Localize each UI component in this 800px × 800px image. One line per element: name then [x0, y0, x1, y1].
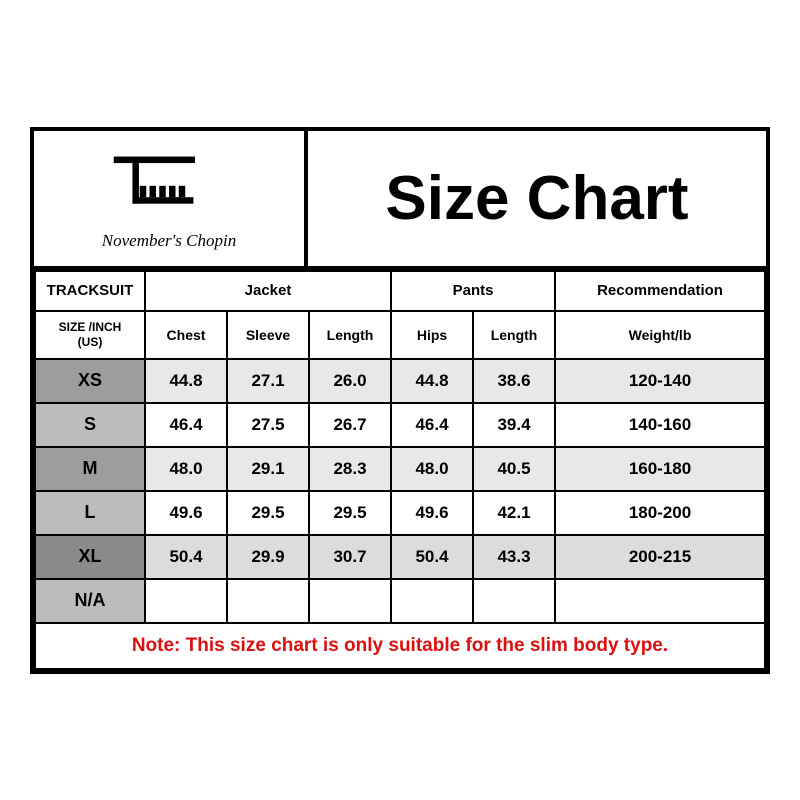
weight-cell: 180-200 [555, 491, 765, 535]
note-row: Note: This size chart is only suitable f… [35, 623, 765, 669]
table-row: XS44.827.126.044.838.6120-140 [35, 359, 765, 403]
chart-title: Size Chart [308, 131, 766, 266]
jacket-length-cell: 29.5 [309, 491, 391, 535]
table-row: S46.427.526.746.439.4140-160 [35, 403, 765, 447]
hips-cell [391, 579, 473, 623]
sleeve-cell [227, 579, 309, 623]
size-cell: L [35, 491, 145, 535]
weight-cell: 140-160 [555, 403, 765, 447]
size-table: TRACKSUIT Jacket Pants Recommendation SI… [34, 270, 766, 670]
pants-length-cell: 42.1 [473, 491, 555, 535]
jacket-length-cell: 28.3 [309, 447, 391, 491]
header-row: November's Chopin Size Chart [34, 131, 766, 270]
brand-name: November's Chopin [102, 231, 236, 251]
sleeve-cell: 29.1 [227, 447, 309, 491]
sleeve-header: Sleeve [227, 311, 309, 359]
hips-cell: 44.8 [391, 359, 473, 403]
column-header-row: SIZE /INCH (US) Chest Sleeve Length Hips… [35, 311, 765, 359]
hips-cell: 48.0 [391, 447, 473, 491]
jacket-group-header: Jacket [145, 271, 391, 311]
table-row: M48.029.128.348.040.5160-180 [35, 447, 765, 491]
sleeve-cell: 29.9 [227, 535, 309, 579]
hips-cell: 46.4 [391, 403, 473, 447]
pants-length-cell: 40.5 [473, 447, 555, 491]
size-cell: S [35, 403, 145, 447]
weight-cell: 200-215 [555, 535, 765, 579]
jacket-length-cell: 26.0 [309, 359, 391, 403]
section-header-row: TRACKSUIT Jacket Pants Recommendation [35, 271, 765, 311]
jacket-length-cell: 30.7 [309, 535, 391, 579]
sleeve-cell: 29.5 [227, 491, 309, 535]
note-text: Note: This size chart is only suitable f… [35, 623, 765, 669]
weight-cell: 160-180 [555, 447, 765, 491]
size-header: SIZE /INCH (US) [35, 311, 145, 359]
size-cell: XS [35, 359, 145, 403]
chest-cell: 50.4 [145, 535, 227, 579]
jacket-length-header: Length [309, 311, 391, 359]
pants-length-cell: 43.3 [473, 535, 555, 579]
pants-length-header: Length [473, 311, 555, 359]
pants-length-cell [473, 579, 555, 623]
recommendation-group-header: Recommendation [555, 271, 765, 311]
weight-header: Weight/lb [555, 311, 765, 359]
size-cell: N/A [35, 579, 145, 623]
size-chart: November's Chopin Size Chart TRACKSUIT J… [30, 127, 770, 674]
hips-header: Hips [391, 311, 473, 359]
pants-group-header: Pants [391, 271, 555, 311]
chest-cell [145, 579, 227, 623]
size-cell: XL [35, 535, 145, 579]
chest-cell: 48.0 [145, 447, 227, 491]
jacket-length-cell [309, 579, 391, 623]
table-row: XL50.429.930.750.443.3200-215 [35, 535, 765, 579]
logo-cell: November's Chopin [34, 131, 308, 266]
tracksuit-label: TRACKSUIT [35, 271, 145, 311]
size-cell: M [35, 447, 145, 491]
brand-logo-icon [104, 145, 234, 225]
pants-length-cell: 38.6 [473, 359, 555, 403]
chest-cell: 49.6 [145, 491, 227, 535]
jacket-length-cell: 26.7 [309, 403, 391, 447]
table-body: XS44.827.126.044.838.6120-140S46.427.526… [35, 359, 765, 623]
table-row: L49.629.529.549.642.1180-200 [35, 491, 765, 535]
chest-cell: 46.4 [145, 403, 227, 447]
sleeve-cell: 27.5 [227, 403, 309, 447]
chest-header: Chest [145, 311, 227, 359]
sleeve-cell: 27.1 [227, 359, 309, 403]
table-row: N/A [35, 579, 765, 623]
pants-length-cell: 39.4 [473, 403, 555, 447]
hips-cell: 50.4 [391, 535, 473, 579]
chest-cell: 44.8 [145, 359, 227, 403]
hips-cell: 49.6 [391, 491, 473, 535]
weight-cell [555, 579, 765, 623]
weight-cell: 120-140 [555, 359, 765, 403]
